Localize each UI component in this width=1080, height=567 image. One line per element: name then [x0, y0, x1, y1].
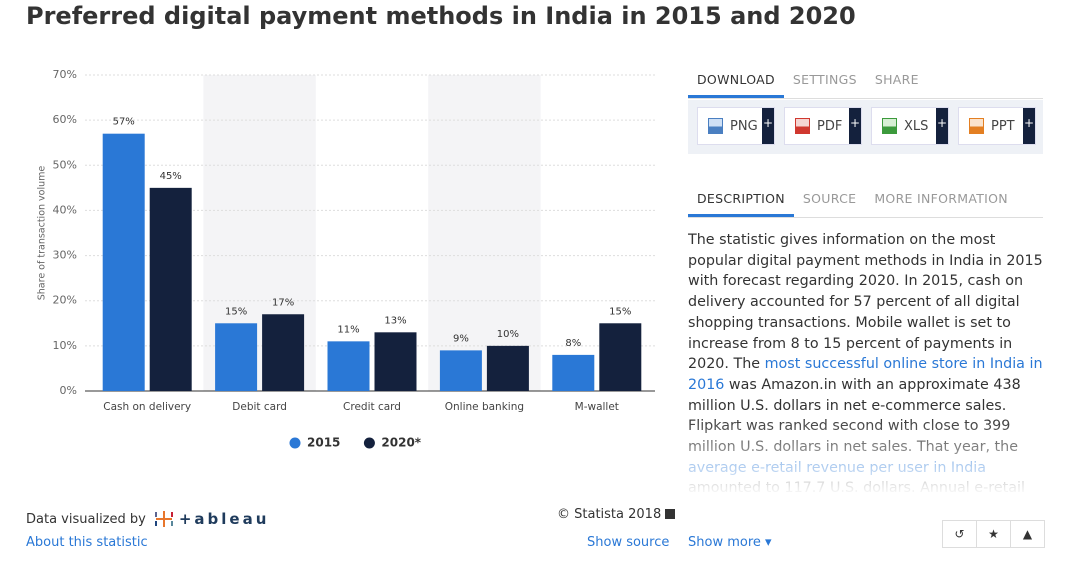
y-tick-label: 40%: [53, 203, 77, 216]
tableau-brand: +ableau: [178, 510, 270, 528]
description-text: was Amazon.in with an approximate 438 mi…: [688, 376, 1021, 456]
tab[interactable]: MORE INFORMATION: [874, 191, 1008, 206]
plus: +: [849, 108, 861, 144]
description: The statistic gives information on the m…: [688, 230, 1044, 496]
value-label: 8%: [565, 338, 581, 349]
y-tick-label: 30%: [53, 249, 77, 262]
tab-row: DESCRIPTION SOURCE MORE INFORMATION: [688, 191, 1043, 217]
download-tabs: DOWNLOAD SETTINGS SHARE: [688, 72, 1043, 99]
bar: [599, 323, 642, 391]
bar: [149, 187, 192, 391]
y-tick-label: 60%: [53, 113, 77, 126]
y-tick-label: 50%: [53, 158, 77, 171]
value-label: 15%: [609, 306, 631, 317]
value-label: 45%: [160, 171, 182, 182]
value-label: 15%: [225, 306, 247, 317]
x-tick-label: Online banking: [445, 401, 524, 413]
value-label: 57%: [113, 117, 135, 128]
flag-icon[interactable]: [665, 509, 676, 519]
description-text: amounted to 117.7 U.S. dollars. Annual e…: [688, 480, 1025, 496]
file-icon: [969, 118, 984, 134]
button-label: PPT: [991, 118, 1015, 134]
y-tick-label: 70%: [53, 68, 77, 81]
download-button[interactable]: PPT +: [958, 107, 1036, 145]
history-icon[interactable]: ↺: [943, 521, 977, 547]
plus: +: [762, 108, 774, 144]
file-icon: [708, 118, 723, 134]
bar: [374, 332, 417, 391]
bar: [439, 350, 482, 391]
bar: [552, 354, 595, 391]
download-button[interactable]: PNG +: [697, 107, 775, 145]
download-button[interactable]: XLS +: [871, 107, 949, 145]
copyright: © Statista 2018: [557, 507, 676, 522]
tab[interactable]: SOURCE: [802, 191, 857, 206]
y-tick-label: 10%: [53, 339, 77, 352]
button-label: PDF: [817, 118, 843, 134]
show-more-text: Show more: [688, 535, 761, 550]
star-icon[interactable]: ★: [977, 521, 1011, 547]
tab[interactable]: SETTINGS: [792, 72, 857, 87]
file-icon: [882, 118, 897, 134]
legend-marker: [363, 437, 375, 449]
description-link[interactable]: most successful online store in India in…: [688, 356, 1043, 393]
bar: [262, 314, 305, 391]
button-label: PNG: [730, 118, 758, 134]
legend-label: 2020*: [381, 436, 421, 450]
band-shade: [428, 75, 541, 391]
credit: Data visualized by +ableau: [26, 508, 269, 530]
copyright-text: © Statista 2018: [557, 507, 662, 522]
file-icon: [795, 118, 810, 134]
chart: 0% 10% 20% 30% 40% 50% 60% 70% Share of transact…: [37, 68, 655, 450]
bar: [327, 341, 370, 391]
tab[interactable]: SHARE: [874, 72, 919, 87]
plus: +: [1023, 108, 1035, 144]
x-tick-label: Debit card: [232, 401, 287, 413]
y-tick-label: 0%: [60, 384, 77, 397]
tab[interactable]: DESCRIPTION: [688, 191, 794, 217]
tableau-logo: [154, 511, 173, 527]
value-label: 17%: [272, 297, 294, 308]
description-text: The statistic gives information on the m…: [688, 232, 1043, 373]
button-label: XLS: [904, 118, 929, 134]
description-link[interactable]: average e-retail revenue per user in Ind…: [688, 459, 987, 476]
value-label: 11%: [337, 324, 359, 335]
bell-icon[interactable]: ▲: [1022, 527, 1033, 541]
show-more[interactable]: Show more ▾: [688, 535, 772, 550]
info-tabs: DESCRIPTION SOURCE MORE INFORMATION: [688, 191, 1043, 218]
value-label: 9%: [453, 333, 469, 344]
show-source[interactable]: Show source: [587, 535, 670, 550]
value-label: 10%: [497, 329, 519, 340]
credit-text: Data visualized by: [26, 511, 146, 527]
download-button[interactable]: PDF +: [784, 107, 862, 145]
plus: +: [936, 108, 948, 144]
legend-label: 2015: [307, 436, 340, 450]
bar: [102, 133, 145, 391]
about-link[interactable]: About this statistic: [26, 535, 148, 550]
chart-title: Preferred digital payment methods in Ind…: [26, 2, 856, 30]
download-buttons: PNG + PDF + XLS + PPT +: [688, 100, 1043, 154]
y-tick-label: 20%: [53, 294, 77, 307]
tab-row: DOWNLOAD SETTINGS SHARE: [688, 72, 1043, 98]
x-tick-label: M-wallet: [575, 401, 619, 413]
y-axis-label: Share of transaction volume: [37, 166, 48, 301]
value-label: 13%: [384, 315, 406, 326]
x-tick-label: Credit card: [343, 401, 401, 413]
bar: [486, 345, 529, 391]
icon-bar: ↺ ★ ▲: [942, 520, 1045, 548]
tab[interactable]: DOWNLOAD: [688, 72, 784, 98]
legend-marker: [289, 437, 301, 449]
x-tick-label: Cash on delivery: [103, 401, 191, 413]
bar: [215, 323, 258, 391]
